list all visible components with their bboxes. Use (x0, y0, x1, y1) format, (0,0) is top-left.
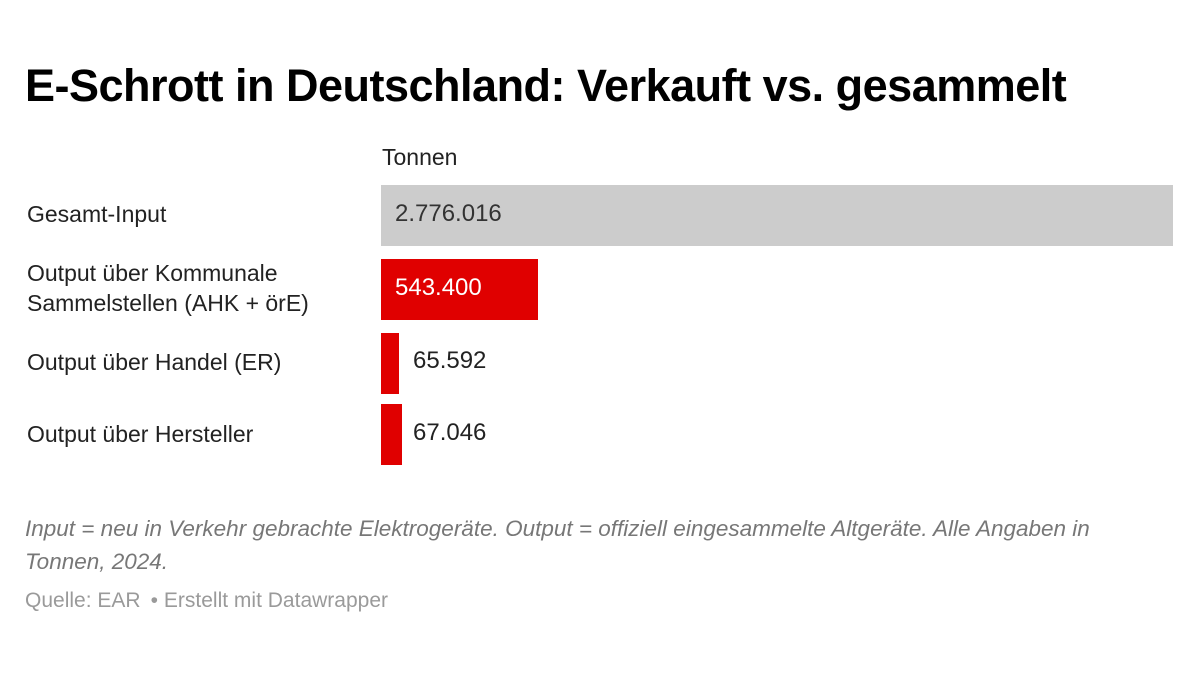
bar-value: 2.776.016 (395, 200, 502, 227)
bar-output-hersteller (381, 404, 402, 465)
bar-output-handel (381, 333, 399, 394)
bar-output-kommunal: 543.400 (381, 259, 538, 320)
source-line: Quelle: EAR • Erstellt mit Datawrapper (25, 589, 388, 613)
row-label: Output über Handel (ER) (27, 349, 282, 375)
chart-title: E-Schrott in Deutschland: Verkauft vs. g… (25, 60, 1067, 111)
row-label: Output über Kommunale Sammelstellen (AHK… (27, 258, 309, 318)
bar-value: 67.046 (413, 419, 487, 446)
chart-note: Input = neu in Verkehr gebrachte Elektro… (25, 516, 1090, 574)
row-label-line1: Output über Kommunale (27, 260, 278, 286)
separator-dot: • (150, 589, 158, 612)
row-label-line2: Sammelstellen (AHK + örE) (27, 290, 309, 316)
unit-label: Tonnen (382, 144, 458, 170)
bar-value: 65.592 (413, 347, 487, 374)
row-label: Output über Hersteller (27, 421, 254, 447)
bar-input: 2.776.016 (381, 185, 1173, 246)
datawrapper-credit-link[interactable]: Erstellt mit Datawrapper (163, 589, 388, 612)
row-label: Gesamt-Input (27, 201, 167, 227)
source-label: Quelle: EAR (25, 589, 141, 612)
bar-value: 543.400 (395, 274, 482, 301)
